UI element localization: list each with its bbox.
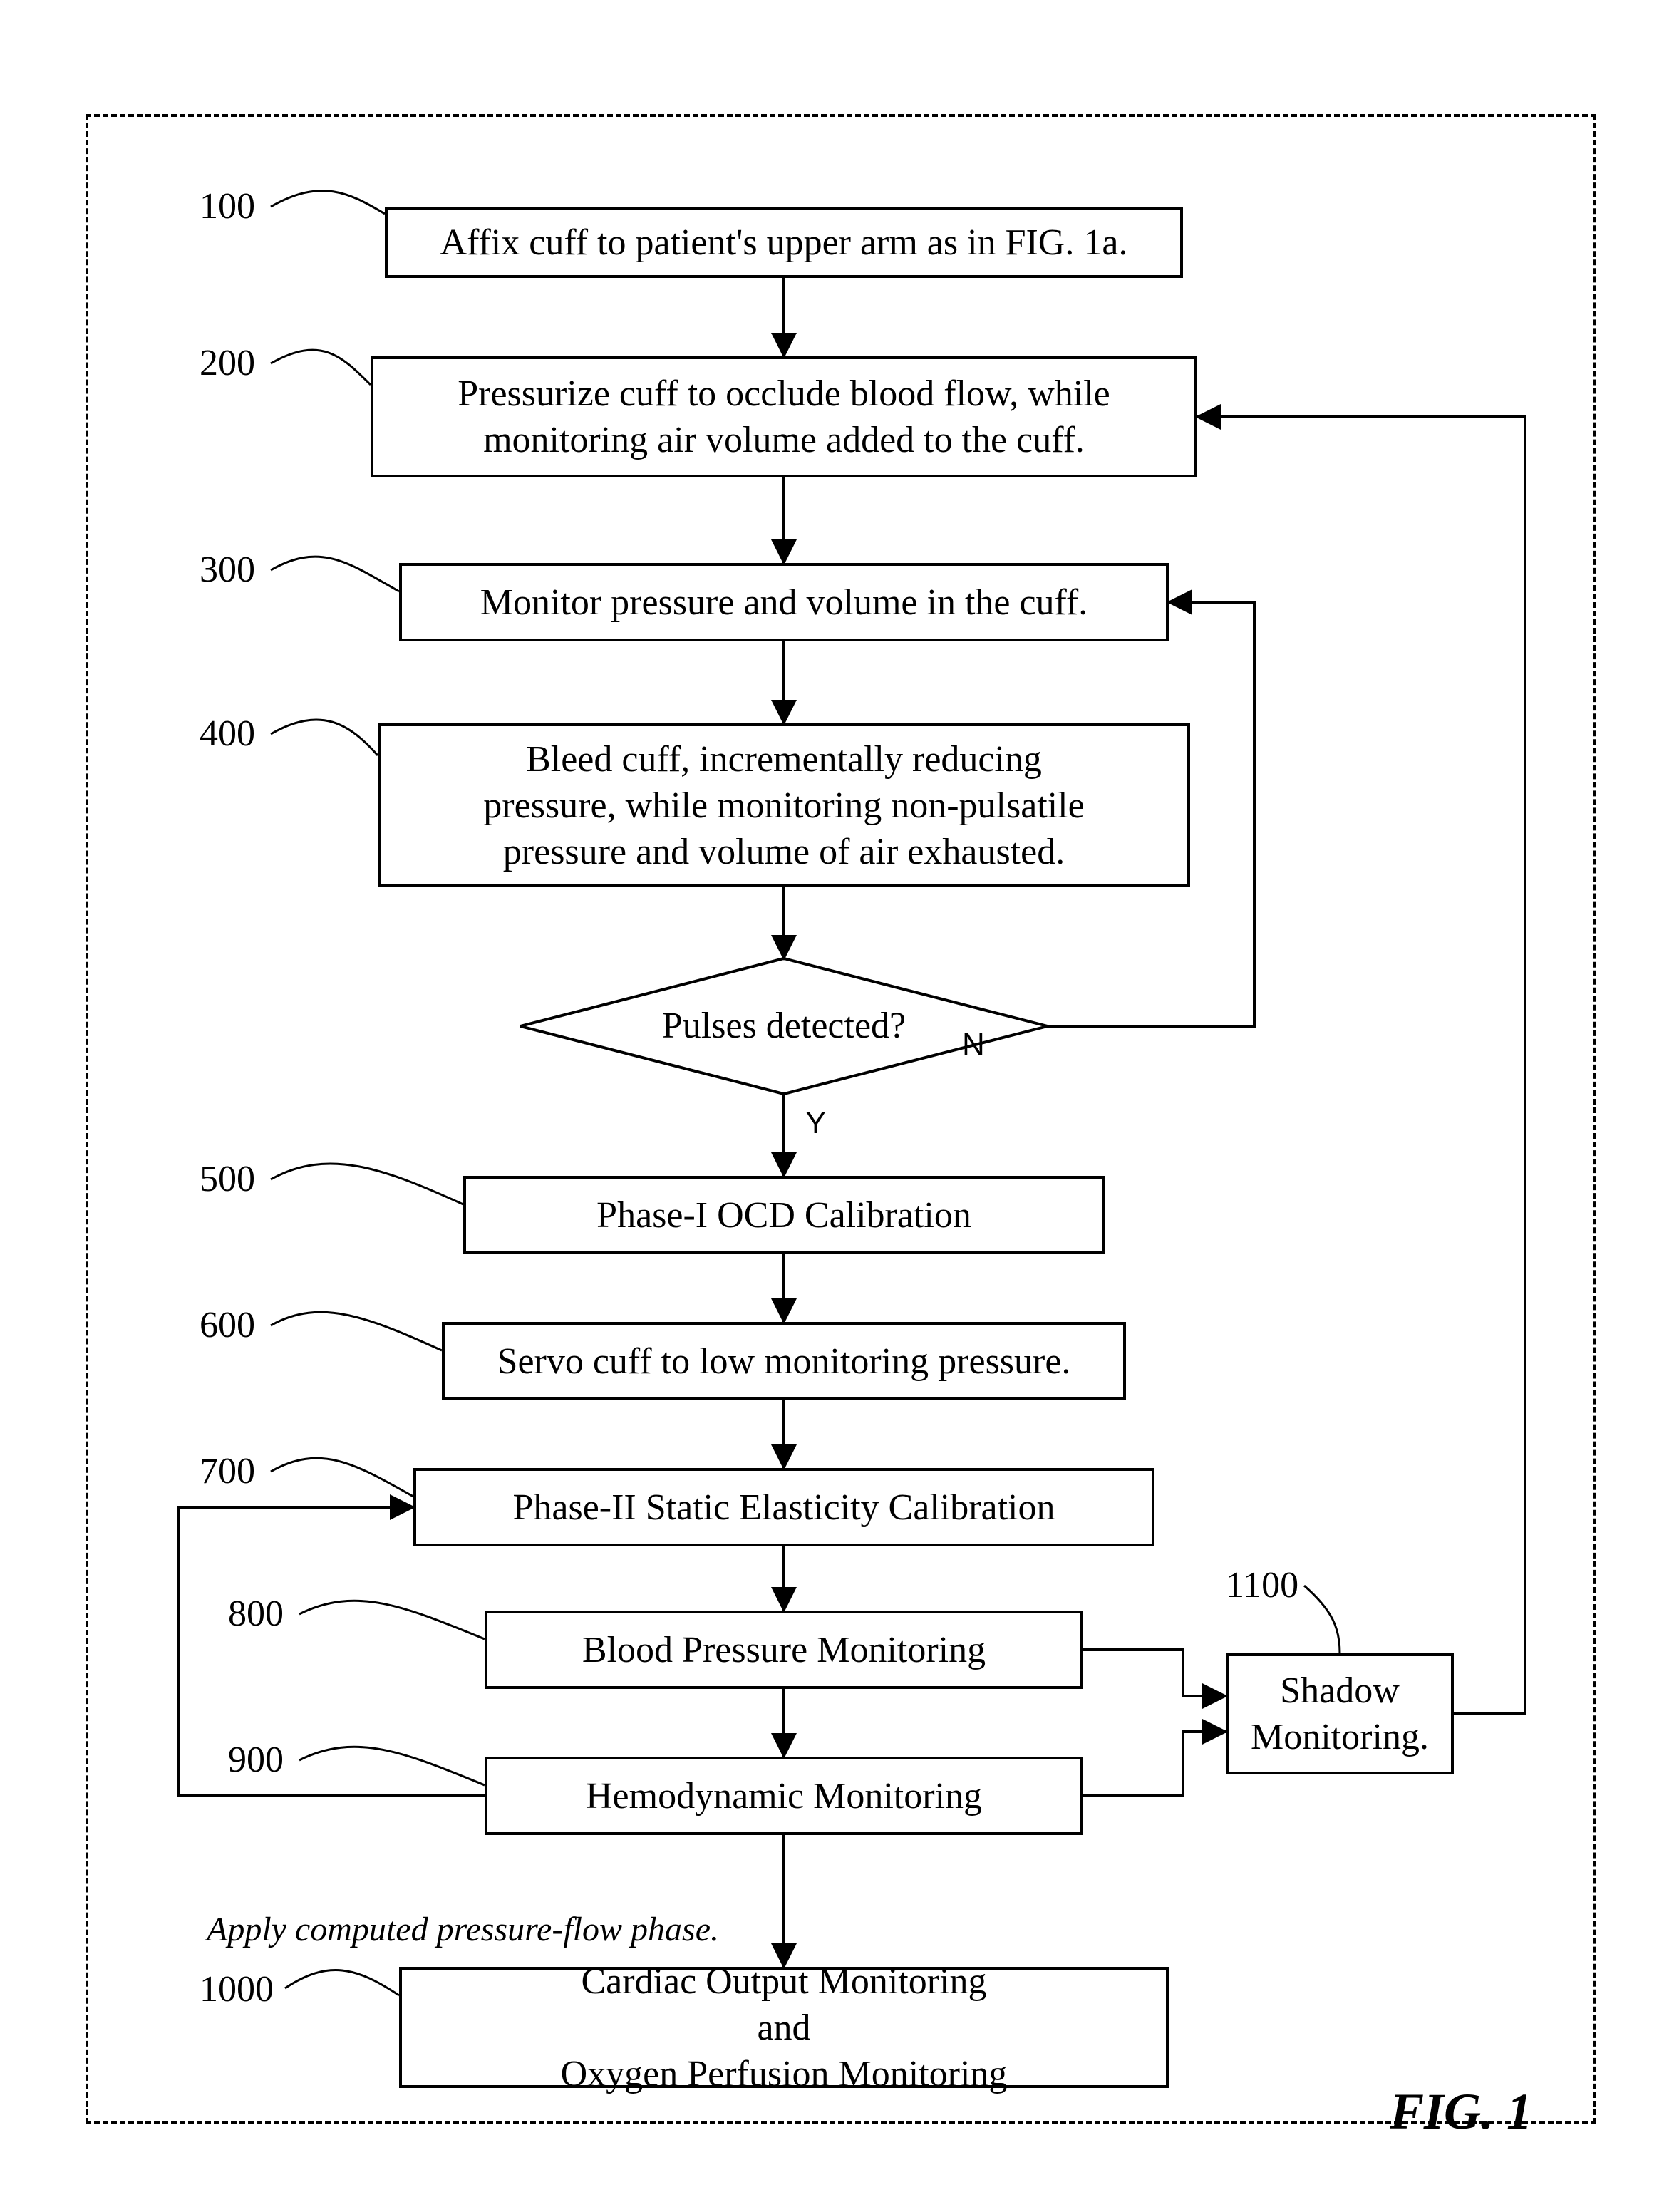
ref-label-600: 600 xyxy=(200,1304,255,1346)
ref-label-800: 800 xyxy=(228,1593,284,1635)
flow-node-n300: Monitor pressure and volume in the cuff. xyxy=(399,563,1169,641)
flow-node-n1000: Cardiac Output MonitoringandOxygen Perfu… xyxy=(399,1967,1169,2088)
ref-label-200: 200 xyxy=(200,342,255,384)
flow-node-n1100: ShadowMonitoring. xyxy=(1226,1653,1454,1774)
flow-node-n800: Blood Pressure Monitoring xyxy=(485,1611,1083,1689)
feedback-caption: Apply computed pressure-flow phase. xyxy=(207,1910,719,1949)
flow-node-n700: Phase-II Static Elasticity Calibration xyxy=(413,1468,1154,1546)
flow-node-n100: Affix cuff to patient's upper arm as in … xyxy=(385,207,1183,278)
ref-label-100: 100 xyxy=(200,185,255,227)
flow-node-n500: Phase-I OCD Calibration xyxy=(463,1176,1105,1254)
flow-node-n400: Bleed cuff, incrementally reducingpressu… xyxy=(378,723,1190,887)
ref-label-700: 700 xyxy=(200,1450,255,1492)
ref-label-1100: 1100 xyxy=(1226,1564,1298,1606)
flow-node-n200: Pressurize cuff to occlude blood flow, w… xyxy=(371,356,1197,477)
ref-label-1000: 1000 xyxy=(200,1968,274,2010)
figure-label: FIG. 1 xyxy=(1390,2082,1532,2141)
ref-label-500: 500 xyxy=(200,1158,255,1200)
ref-label-300: 300 xyxy=(200,549,255,591)
flow-node-n900: Hemodynamic Monitoring xyxy=(485,1757,1083,1835)
ref-label-900: 900 xyxy=(228,1739,284,1781)
page: Pulses detected?YN FIG. 1 Apply computed… xyxy=(0,0,1679,2212)
flow-node-n600: Servo cuff to low monitoring pressure. xyxy=(442,1322,1126,1400)
ref-label-400: 400 xyxy=(200,713,255,755)
